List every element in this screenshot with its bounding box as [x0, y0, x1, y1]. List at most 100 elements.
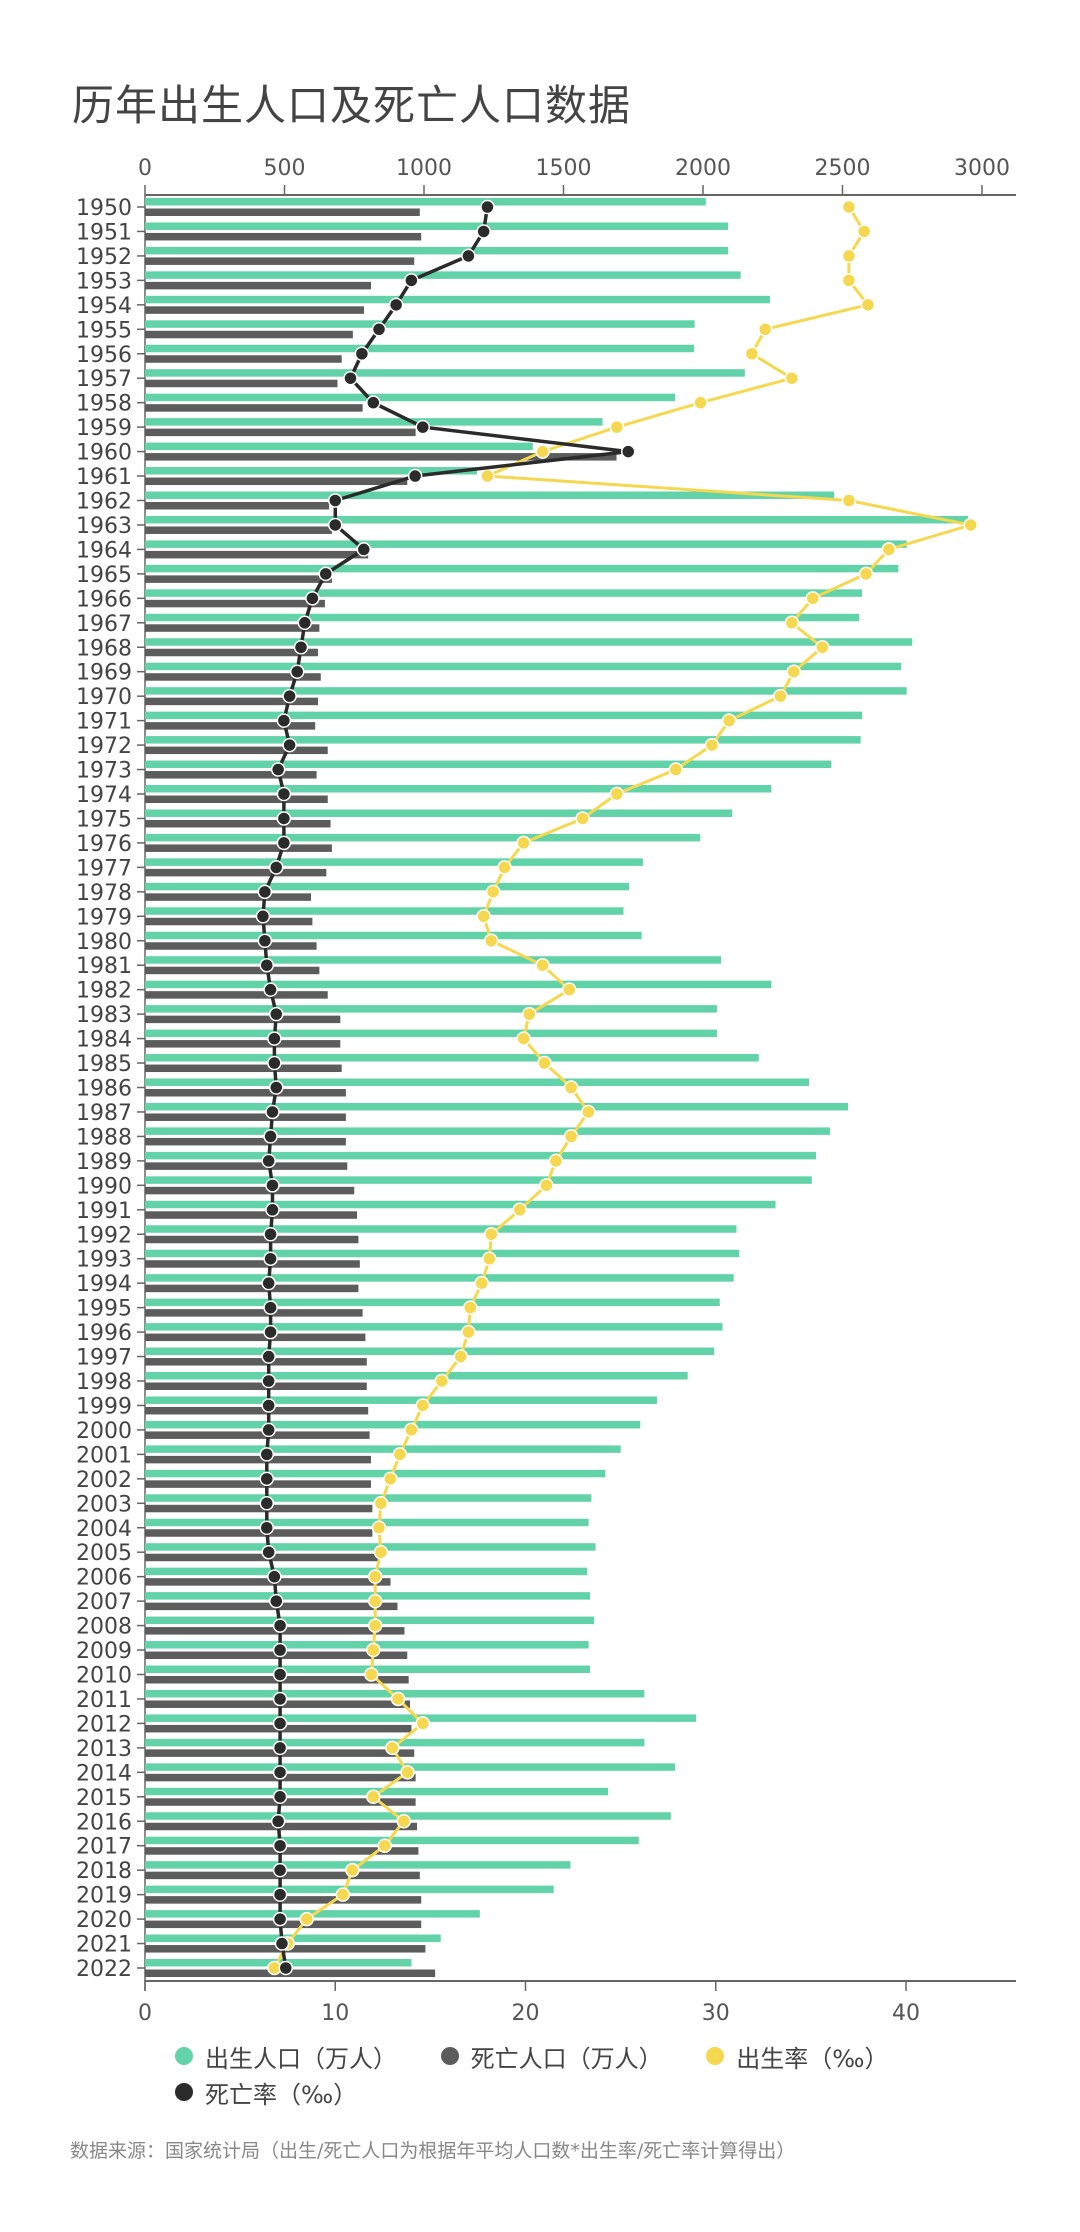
birth-rate-point — [562, 982, 577, 997]
death-bar — [145, 1480, 371, 1488]
death-bar — [145, 966, 320, 975]
year-label: 1988 — [76, 1125, 132, 1150]
birth-bar — [145, 785, 772, 793]
birth-rate-point — [396, 1814, 411, 1829]
birth-rate-point — [366, 1789, 381, 1805]
year-label: 1997 — [76, 1346, 132, 1371]
birth-rate-point — [522, 1006, 537, 1022]
birth-bar — [145, 711, 863, 720]
birth-bar — [145, 1298, 720, 1307]
year-label: 2013 — [76, 1737, 132, 1762]
birth-rate-point — [858, 566, 874, 582]
top-axis-tick-label: 0 — [138, 156, 152, 181]
birth-bar — [145, 638, 913, 646]
year-label: 1975 — [76, 807, 132, 832]
birth-bar — [145, 540, 907, 548]
top-axis-tick-label: 2000 — [675, 156, 731, 181]
death-rate-point — [480, 199, 495, 215]
birth-rate-point — [563, 1080, 579, 1095]
birth-bar — [145, 907, 624, 915]
death-rate-point — [259, 1447, 275, 1462]
birth-bar — [145, 1616, 595, 1625]
death-bar — [145, 1504, 373, 1513]
birth-rate-point — [383, 1471, 398, 1487]
death-rate-point — [328, 493, 343, 508]
birth-rate-point — [841, 199, 857, 215]
death-bar — [145, 893, 312, 901]
birth-bar — [145, 369, 745, 377]
birth-rate-point — [721, 713, 737, 728]
death-bar — [145, 1040, 341, 1048]
year-label: 1984 — [76, 1028, 132, 1053]
birth-rate-point — [364, 1667, 379, 1682]
year-label: 1998 — [76, 1370, 132, 1395]
birth-bar — [145, 320, 695, 328]
year-label: 1961 — [76, 465, 132, 490]
year-label: 2007 — [76, 1590, 132, 1615]
birth-rate-point — [392, 1447, 408, 1462]
death-bar — [145, 819, 331, 828]
birth-bar — [145, 736, 861, 744]
death-bar — [145, 1235, 359, 1244]
year-label: 1971 — [76, 710, 132, 735]
birth-bar — [145, 1005, 717, 1013]
birth-rate-point — [480, 468, 495, 484]
birth-rate-point — [815, 640, 830, 655]
birth-bar — [145, 980, 772, 989]
birth-bar — [145, 858, 644, 866]
death-rate-point — [267, 1055, 282, 1071]
year-label: 2011 — [76, 1688, 132, 1713]
year-label: 1967 — [76, 612, 132, 637]
birth-rate-point — [485, 884, 501, 900]
top-axis-tick-label: 500 — [264, 156, 306, 181]
death-rate-point — [276, 835, 292, 851]
death-bar — [145, 868, 327, 877]
death-rate-point — [261, 1349, 276, 1364]
death-rate-point — [270, 762, 286, 777]
year-label: 1992 — [76, 1223, 132, 1248]
death-rate-point — [265, 1202, 280, 1218]
death-bar — [145, 795, 328, 803]
birth-rate-point — [385, 1740, 400, 1756]
year-label: 1963 — [76, 514, 132, 539]
death-bar — [145, 502, 330, 510]
year-label: 1983 — [76, 1003, 132, 1028]
year-label: 1956 — [76, 343, 132, 368]
year-label: 1974 — [76, 783, 132, 808]
top-axis-tick-label: 1500 — [536, 156, 592, 181]
year-label: 1976 — [76, 832, 132, 857]
legend-item-births: 出生人口（万人） — [175, 2038, 397, 2074]
death-rate-point — [461, 248, 476, 264]
birth-bar — [145, 1885, 554, 1894]
birth-rate-point — [575, 811, 590, 826]
year-label: 1972 — [76, 734, 132, 759]
year-label: 1950 — [76, 196, 132, 221]
death-rate-point — [276, 713, 292, 728]
legend-label: 出生率（‰） — [736, 2044, 889, 2073]
death-rate-point — [272, 1667, 288, 1682]
birth-rate-point — [476, 909, 491, 924]
death-bar — [145, 942, 317, 950]
birth-rate-point — [668, 762, 684, 777]
birth-bar — [145, 467, 478, 475]
death-rate-point — [282, 688, 297, 704]
birth-bar — [145, 1102, 849, 1111]
year-label: 1982 — [76, 979, 132, 1004]
birth-bar — [145, 442, 533, 451]
legend-item-death-rate: 死亡率（‰） — [175, 2074, 357, 2110]
birth-bar — [145, 1274, 734, 1282]
year-label: 2016 — [76, 1810, 132, 1835]
birth-bar — [145, 687, 907, 695]
death-bar — [145, 844, 332, 852]
birth-rate-point — [537, 1055, 552, 1071]
year-label: 1993 — [76, 1248, 132, 1273]
year-label: 1977 — [76, 856, 132, 881]
death-bar — [145, 673, 321, 681]
top-axis-tick-label: 1000 — [396, 156, 452, 181]
death-rate-point — [356, 542, 372, 557]
death-bar — [145, 306, 365, 314]
death-rate-point — [272, 1887, 288, 1902]
death-rate-point — [269, 860, 284, 875]
death-bar — [145, 1406, 369, 1415]
year-label: 1994 — [76, 1272, 132, 1297]
